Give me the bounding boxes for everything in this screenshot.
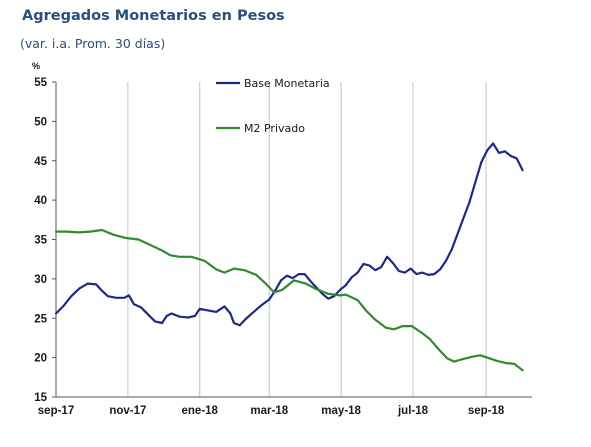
y-tick-label: 35 (34, 235, 47, 247)
legend: Base Monetaria M2 Privado (216, 77, 330, 135)
x-tick-label: jul-18 (397, 405, 429, 417)
series-layer (54, 142, 524, 372)
y-tick-label: 45 (34, 156, 47, 168)
y-tick-label: 55 (34, 77, 47, 89)
axis-layer: sep-17 nov-17 ene-18 mar-18 may-18 jul-18 sep-… (34, 77, 532, 417)
legend-label-base-monetaria: Base Monetaria (244, 77, 330, 90)
series-line-m2-privado (54, 228, 524, 372)
y-tick-label: 30 (34, 274, 47, 286)
legend-label-m2-privado: M2 Privado (244, 122, 305, 135)
x-tick-label: mar-18 (250, 405, 288, 417)
y-axis-unit-label: % (32, 61, 40, 71)
series-line-base-monetaria (54, 142, 524, 327)
chart-subtitle: (var. i.a. Prom. 30 días) (20, 36, 166, 51)
y-tick-label: 15 (34, 392, 47, 404)
grid-layer (127, 82, 487, 397)
y-tick-label: 20 (34, 353, 47, 365)
x-tick-label: nov-17 (109, 405, 146, 417)
chart-title: Agregados Monetarios en Pesos (22, 8, 285, 24)
x-tick-label: sep-17 (38, 405, 74, 417)
y-tick-label: 50 (34, 116, 47, 128)
x-tick-label: sep-18 (468, 405, 505, 417)
y-tick-label: 25 (34, 313, 47, 325)
x-tick-label: may-18 (321, 405, 361, 417)
y-tick-label: 40 (34, 195, 47, 207)
x-tick-label: ene-18 (182, 405, 219, 417)
